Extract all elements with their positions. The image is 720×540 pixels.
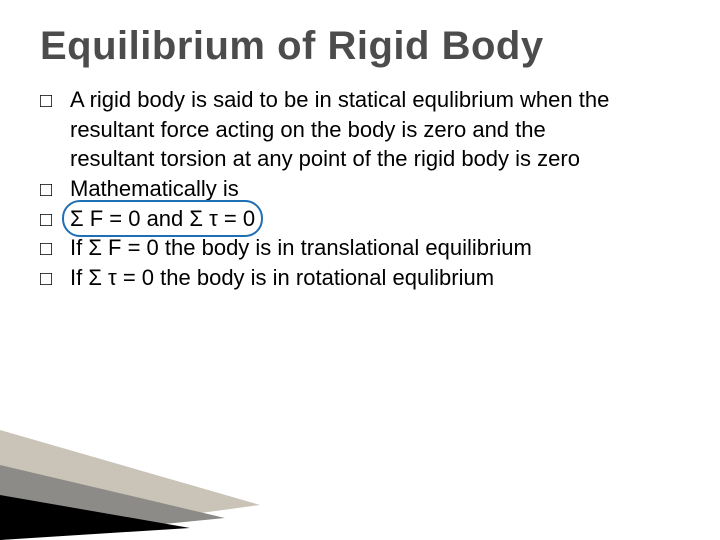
bullet-text: A rigid body is said to be in statical e… — [70, 87, 609, 171]
square-bullet-icon: □ — [40, 177, 52, 204]
slide: Equilibrium of Rigid Body □ A rigid body… — [0, 0, 720, 540]
bullet-text: If Σ τ = 0 the body is in rotational equ… — [70, 265, 494, 290]
square-bullet-icon: □ — [40, 266, 52, 293]
square-bullet-icon: □ — [40, 236, 52, 263]
bullet-text: Σ F = 0 and Σ τ = 0 — [70, 206, 255, 231]
bullet-item: □ If Σ F = 0 the body is in translationa… — [40, 233, 620, 263]
highlighted-equation: Σ F = 0 and Σ τ = 0 — [70, 204, 255, 234]
bullet-item: □ Mathematically is — [40, 174, 620, 204]
slide-title: Equilibrium of Rigid Body — [40, 24, 680, 69]
bullet-text: If Σ F = 0 the body is in translational … — [70, 235, 532, 260]
square-bullet-icon: □ — [40, 207, 52, 234]
slide-body: □ A rigid body is said to be in statical… — [40, 85, 620, 293]
corner-decoration — [0, 420, 260, 540]
bullet-text: Mathematically is — [70, 176, 239, 201]
bullet-item: □ A rigid body is said to be in statical… — [40, 85, 620, 174]
bullet-item: □ Σ F = 0 and Σ τ = 0 — [40, 204, 620, 234]
bullet-item: □ If Σ τ = 0 the body is in rotational e… — [40, 263, 620, 293]
square-bullet-icon: □ — [40, 88, 52, 115]
